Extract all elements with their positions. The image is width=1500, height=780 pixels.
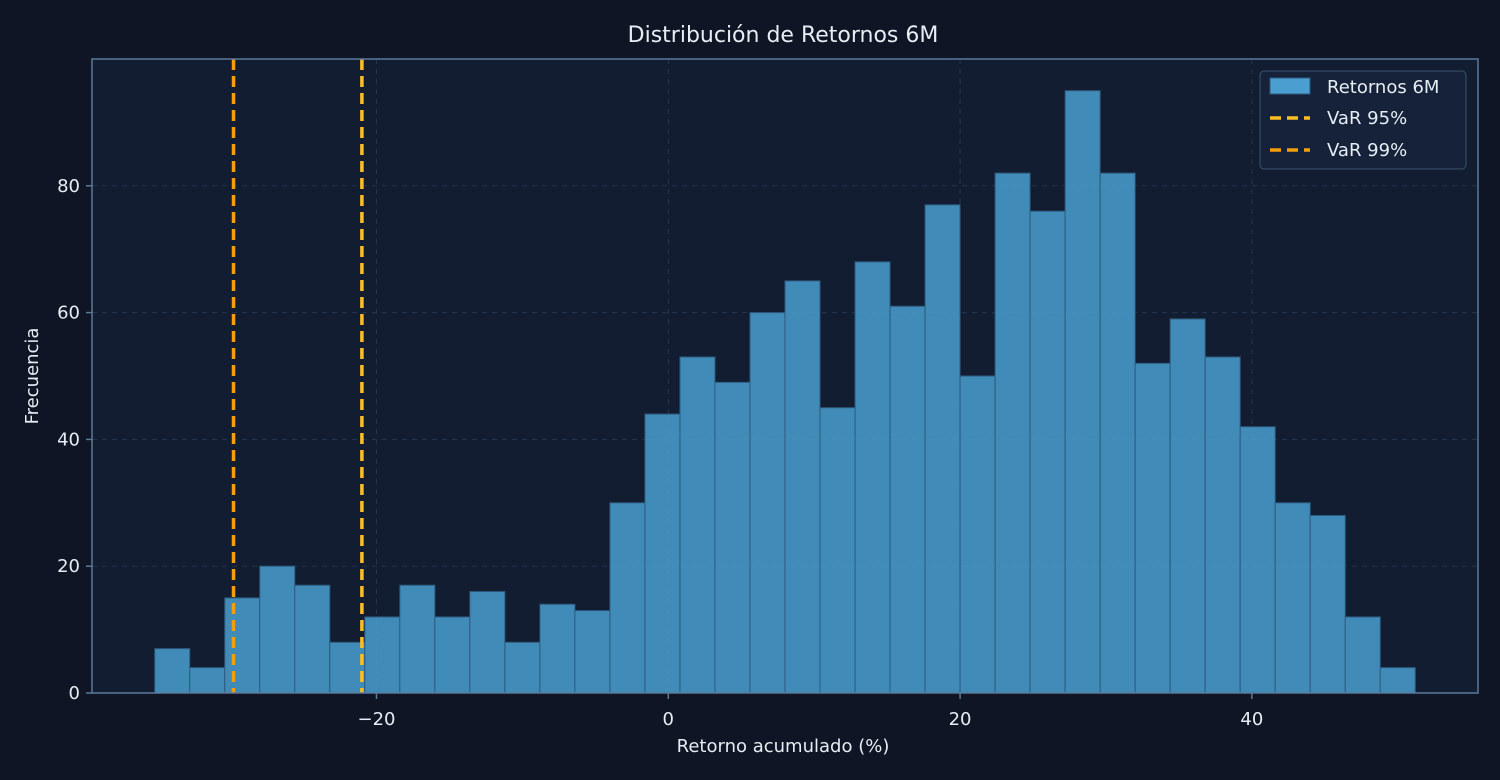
y-tick-label: 80 bbox=[57, 176, 80, 197]
x-tick-label: 0 bbox=[663, 709, 674, 730]
histogram-bar bbox=[749, 312, 786, 694]
histogram-bar bbox=[189, 667, 226, 694]
histogram-bar bbox=[1379, 667, 1416, 694]
histogram-bar bbox=[714, 381, 751, 694]
histogram-bar bbox=[364, 616, 401, 694]
histogram-bar bbox=[854, 261, 891, 694]
histogram-bar bbox=[1274, 502, 1311, 694]
histogram-bar bbox=[399, 584, 436, 694]
histogram-bar bbox=[259, 565, 296, 694]
var-lines-layer bbox=[231, 59, 364, 693]
histogram-bar bbox=[609, 502, 646, 694]
plot-frame bbox=[91, 58, 1479, 694]
histogram-bar bbox=[434, 616, 471, 694]
y-tick-label: 20 bbox=[57, 556, 80, 577]
histogram-bar bbox=[959, 375, 996, 694]
y-tick-label: 0 bbox=[69, 683, 80, 704]
histogram-bar bbox=[294, 584, 331, 694]
histogram-bar bbox=[1344, 616, 1381, 694]
y-tick-label: 40 bbox=[57, 429, 80, 450]
histogram-bar bbox=[329, 641, 366, 694]
ticks-layer: −20 0 20 40 0 20 40 60 80 bbox=[57, 176, 1263, 730]
histogram-bar bbox=[1029, 210, 1066, 694]
histogram-bar bbox=[679, 356, 716, 694]
legend-label-var99: VaR 99% bbox=[1327, 140, 1407, 161]
legend-swatch-returns bbox=[1269, 77, 1311, 95]
histogram-bar bbox=[154, 648, 191, 694]
legend-box bbox=[1259, 70, 1467, 170]
histogram-bar bbox=[1099, 172, 1136, 694]
histogram-bar bbox=[1204, 356, 1241, 694]
histogram-bar bbox=[1064, 90, 1101, 694]
histogram-bar bbox=[784, 280, 821, 694]
histogram-bar bbox=[819, 407, 856, 694]
histogram-bar bbox=[1169, 318, 1206, 694]
histogram-bar bbox=[1134, 362, 1171, 694]
histogram-bar bbox=[469, 591, 506, 694]
histogram-bar bbox=[1239, 426, 1276, 694]
legend-label-var95: VaR 95% bbox=[1327, 108, 1407, 129]
histogram-bar bbox=[924, 204, 961, 694]
legend-label-returns: Retornos 6M bbox=[1327, 77, 1439, 98]
x-tick-label: 40 bbox=[1240, 709, 1263, 730]
histogram-bar bbox=[1309, 514, 1346, 694]
histogram-bar bbox=[889, 305, 926, 694]
x-tick-label: 20 bbox=[949, 709, 972, 730]
x-tick-label: −20 bbox=[357, 709, 395, 730]
histogram-bar bbox=[504, 641, 541, 694]
chart-title: Distribución de Retornos 6M bbox=[628, 23, 939, 48]
histogram-bar bbox=[539, 603, 576, 694]
histogram-bar bbox=[994, 172, 1031, 694]
legend: Retornos 6M VaR 95% VaR 99% bbox=[1259, 70, 1467, 170]
y-tick-label: 60 bbox=[57, 303, 80, 324]
histogram-bar bbox=[644, 413, 681, 694]
histogram-bar bbox=[224, 597, 261, 694]
bars-layer bbox=[154, 90, 1416, 694]
x-axis-label: Retorno acumulado (%) bbox=[677, 736, 890, 757]
y-axis-label: Frecuencia bbox=[22, 328, 43, 425]
histogram-bar bbox=[574, 610, 611, 694]
